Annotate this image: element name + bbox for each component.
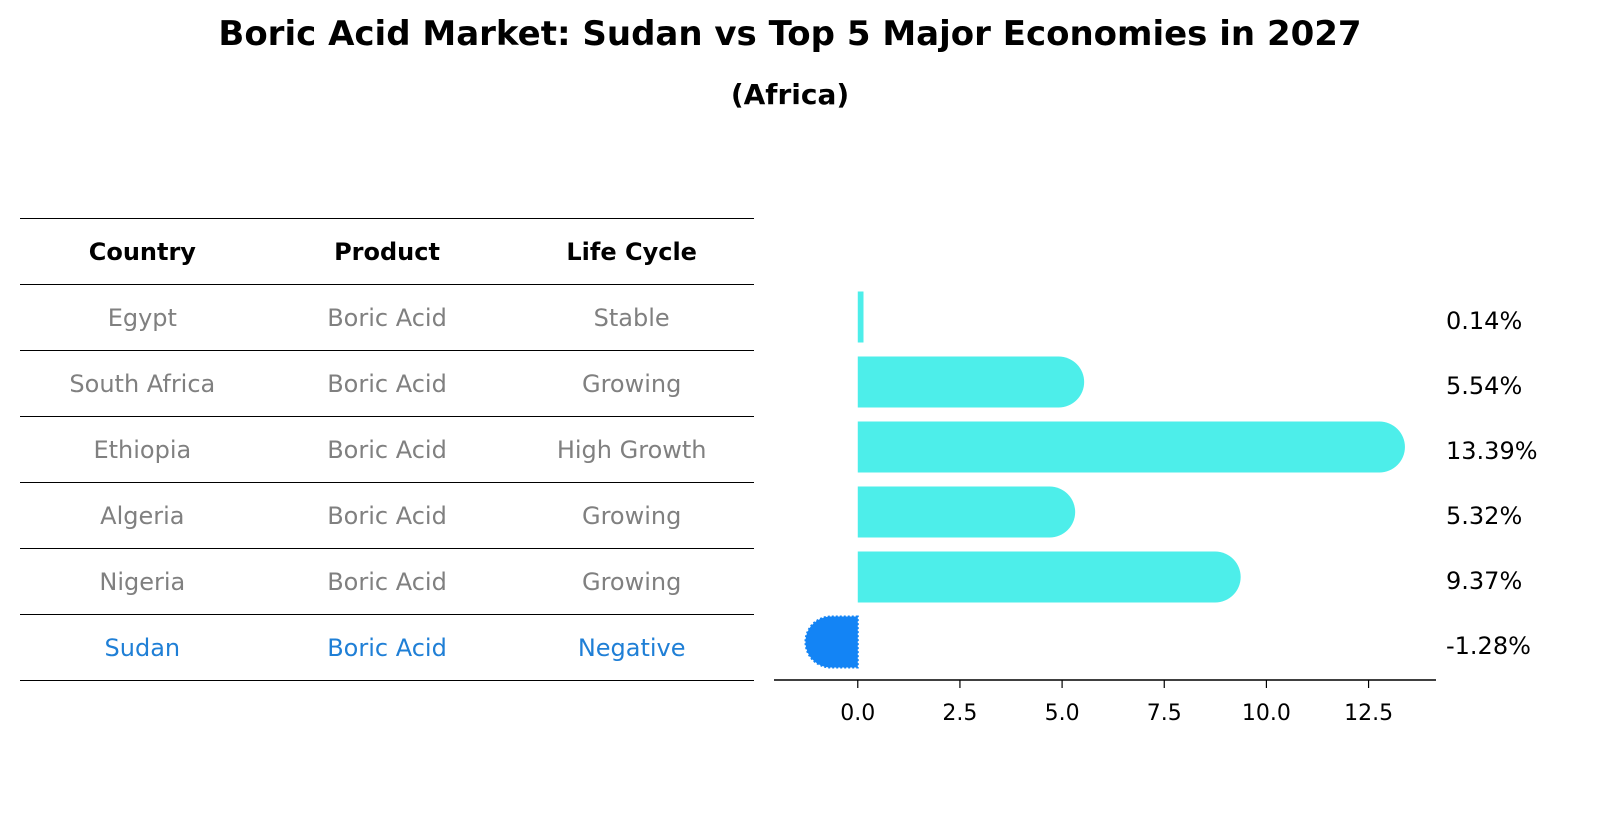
table-row: Algeria Boric Acid Growing <box>20 482 754 548</box>
x-tick-label: 5.0 <box>1045 701 1080 726</box>
header-product: Product <box>334 237 440 266</box>
bar-sudan <box>804 615 859 669</box>
data-table: Country Product Life Cycle Egypt Boric A… <box>20 218 754 681</box>
cell-life-cycle: Negative <box>577 633 686 662</box>
header-country: Country <box>88 237 196 266</box>
bar-value-label: 5.54% <box>1446 372 1522 400</box>
chart-title: Boric Acid Market: Sudan vs Top 5 Major … <box>218 14 1362 54</box>
table-row: South Africa Boric Acid Growing <box>20 350 754 416</box>
bar-ethiopia <box>857 421 1405 473</box>
bar-south-africa <box>857 356 1085 408</box>
cell-product: Boric Acid <box>327 633 447 662</box>
table-header-row: Country Product Life Cycle <box>20 218 754 284</box>
cell-life-cycle: Stable <box>593 303 670 332</box>
cell-country: Egypt <box>107 303 177 332</box>
table-row: Egypt Boric Acid Stable <box>20 284 754 350</box>
bar-value-label: 0.14% <box>1446 307 1522 335</box>
cell-product: Boric Acid <box>327 435 447 464</box>
header-life-cycle: Life Cycle <box>566 237 697 266</box>
cell-country: Nigeria <box>99 567 186 596</box>
x-tick-label: 0.0 <box>840 701 875 726</box>
bar-value-label: -1.28% <box>1446 632 1531 660</box>
x-tick-label: 7.5 <box>1147 701 1182 726</box>
bar-nigeria <box>857 551 1241 603</box>
x-tick-label: 10.0 <box>1242 701 1291 726</box>
cell-country: Sudan <box>104 633 181 662</box>
cell-product: Boric Acid <box>327 369 447 398</box>
cell-life-cycle: High Growth <box>556 435 707 464</box>
cell-life-cycle: Growing <box>581 501 682 530</box>
table-row: Ethiopia Boric Acid High Growth <box>20 416 754 482</box>
x-tick-label: 2.5 <box>942 701 977 726</box>
cell-product: Boric Acid <box>327 567 447 596</box>
chart-subtitle: (Africa) <box>730 78 850 111</box>
cell-life-cycle: Growing <box>581 567 682 596</box>
cell-country: Ethiopia <box>93 435 192 464</box>
table-row: Nigeria Boric Acid Growing <box>20 548 754 614</box>
cell-country: South Africa <box>69 369 216 398</box>
bar-algeria <box>857 486 1076 538</box>
bar-value-label: 13.39% <box>1446 437 1538 465</box>
x-tick-label: 12.5 <box>1344 701 1393 726</box>
cell-product: Boric Acid <box>327 501 447 530</box>
bar-egypt <box>857 291 864 343</box>
cell-country: Algeria <box>100 501 185 530</box>
cell-life-cycle: Growing <box>581 369 682 398</box>
table-row-highlighted: Sudan Boric Acid Negative <box>20 614 754 681</box>
bar-value-label: 9.37% <box>1446 567 1522 595</box>
cell-product: Boric Acid <box>327 303 447 332</box>
bar-value-label: 5.32% <box>1446 502 1522 530</box>
